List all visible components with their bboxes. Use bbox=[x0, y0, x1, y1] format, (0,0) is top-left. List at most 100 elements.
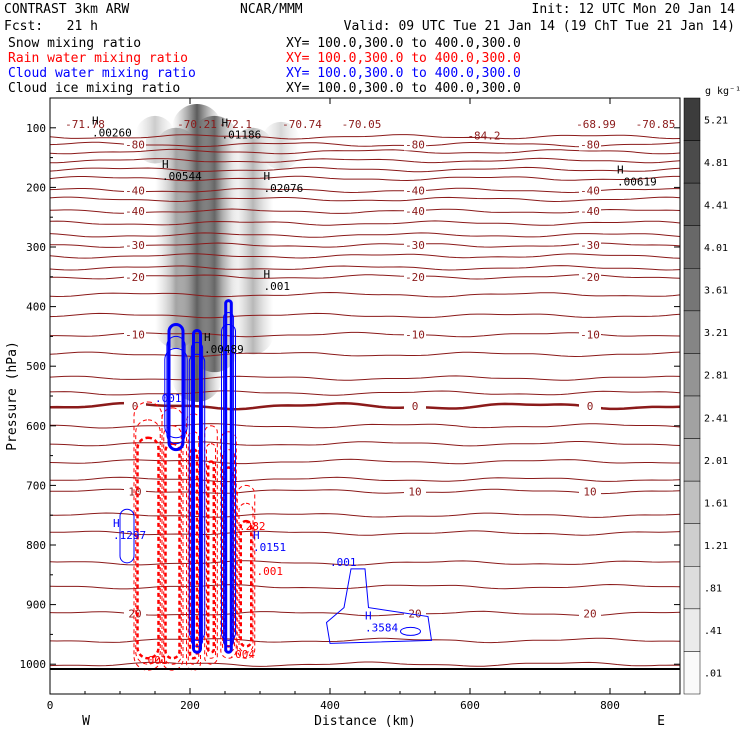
temperature-label: -20 bbox=[125, 271, 145, 284]
colorbar-cell bbox=[683, 97, 701, 141]
temperature-contour bbox=[50, 401, 680, 411]
temperature-contour bbox=[50, 208, 680, 214]
temperature-label-bg bbox=[124, 138, 146, 151]
x-tick-label: 0 bbox=[47, 699, 54, 712]
colorbar-label: 3.21 bbox=[704, 328, 728, 339]
temperature-contour bbox=[50, 637, 680, 644]
x-axis-title: Distance (km) bbox=[314, 714, 416, 729]
max-marker: H bbox=[264, 268, 271, 281]
temperature-label: -40 bbox=[405, 205, 425, 218]
y-tick-label: 500 bbox=[26, 360, 46, 373]
colorbar-cell bbox=[683, 523, 701, 567]
max-marker: H bbox=[253, 529, 260, 542]
colorbar-cell bbox=[683, 608, 701, 652]
colorbar-cell bbox=[683, 395, 701, 439]
temperature-label-bg bbox=[124, 485, 146, 498]
colorbar-unit: g kg⁻¹ bbox=[705, 86, 740, 97]
temperature-label: 0 bbox=[587, 400, 594, 413]
temperature-label-bg bbox=[579, 328, 601, 341]
y-tick-label: 700 bbox=[26, 479, 46, 492]
max-marker: H bbox=[204, 331, 211, 344]
temperature-label: -40 bbox=[405, 184, 425, 197]
rain-contour bbox=[136, 436, 160, 660]
rain-contour bbox=[135, 419, 161, 665]
colorbar-label: .41 bbox=[704, 626, 722, 637]
rain-contour bbox=[236, 484, 256, 659]
cloud-water-contour bbox=[167, 322, 185, 452]
temperature-contour bbox=[50, 476, 680, 483]
legend-snow-xy: XY= 100.0,300.0 to 400.0,300.0 bbox=[286, 36, 521, 51]
temperature-contour bbox=[50, 187, 680, 194]
snow-column bbox=[135, 115, 175, 164]
cloud-water-contour bbox=[188, 353, 206, 641]
colorbar-label: 2.81 bbox=[704, 371, 728, 382]
cloud-water-contour bbox=[164, 347, 188, 439]
valid-label: Valid: 09 UTC Tue 21 Jan 14 (19 ChT Tue … bbox=[344, 19, 735, 34]
rain-contour bbox=[238, 502, 254, 653]
temperature-contour bbox=[50, 488, 680, 495]
tropopause-value: -84.2 bbox=[467, 130, 500, 143]
colorbar-cell bbox=[683, 480, 701, 524]
colorbar-cell bbox=[683, 225, 701, 269]
temperature-contour bbox=[50, 458, 680, 465]
colorbar-label: .81 bbox=[704, 584, 722, 595]
temperature-contour bbox=[50, 375, 680, 381]
temperature-label-bg bbox=[404, 485, 426, 498]
temperature-label-bg bbox=[579, 205, 601, 218]
max-value-label: .0151 bbox=[253, 541, 286, 554]
max-value-label: .00619 bbox=[617, 176, 657, 189]
colorbar-cell bbox=[683, 140, 701, 184]
temperature-label-bg bbox=[404, 270, 426, 283]
x-tick-label: 800 bbox=[600, 699, 620, 712]
temperature-label: -30 bbox=[125, 239, 145, 252]
temperature-label: -10 bbox=[125, 329, 145, 342]
rain-contour bbox=[161, 407, 184, 671]
colorbar-cell bbox=[683, 182, 701, 226]
colorbar-label: 4.01 bbox=[704, 243, 728, 254]
tropopause-value: -68.99 bbox=[576, 118, 616, 131]
max-value-label: .001 bbox=[264, 280, 291, 293]
cloud-water-contour bbox=[119, 508, 135, 564]
colorbar-label: 2.41 bbox=[704, 413, 728, 424]
temperature-contour bbox=[50, 265, 680, 271]
temperature-label: -40 bbox=[125, 184, 145, 197]
temperature-label-bg bbox=[124, 328, 146, 341]
max-value-label: .01186 bbox=[222, 129, 262, 142]
temperature-label: -30 bbox=[580, 239, 600, 252]
max-value-label: .00260 bbox=[92, 127, 132, 140]
tropopause-value: -70.21 bbox=[177, 118, 217, 131]
temperature-label-bg bbox=[124, 607, 146, 620]
colorbar-label: 2.01 bbox=[704, 456, 728, 467]
model-label: CONTRAST 3km ARW bbox=[4, 2, 129, 17]
temperature-label-bg bbox=[404, 607, 426, 620]
temperature-contour bbox=[50, 583, 680, 590]
temperature-contour bbox=[50, 661, 680, 667]
max-value-label: .00489 bbox=[204, 343, 244, 356]
legend-cloudice-label: Cloud ice mixing ratio bbox=[8, 81, 180, 96]
colorbar-cell bbox=[683, 353, 701, 397]
cloud-water-contour bbox=[224, 299, 233, 654]
max-marker: H bbox=[264, 170, 271, 183]
legend-rain-xy: XY= 100.0,300.0 to 400.0,300.0 bbox=[286, 51, 521, 66]
temperature-contour bbox=[50, 512, 680, 518]
cloud-water-label: .001 bbox=[155, 392, 182, 405]
temperature-contour bbox=[50, 423, 680, 429]
temperature-label-bg bbox=[579, 184, 601, 197]
y-tick-label: 100 bbox=[26, 122, 46, 135]
tropopause-value: -70.85 bbox=[636, 118, 676, 131]
temperature-contour bbox=[50, 390, 680, 396]
y-tick-label: 600 bbox=[26, 420, 46, 433]
colorbar: 5.21 4.81 4.41 4.01 3.61 3.21 2.81 2.41 2.01 1.61… bbox=[683, 97, 728, 695]
y-tick-label: 900 bbox=[26, 599, 46, 612]
temperature-label-bg bbox=[124, 400, 146, 413]
colorbar-cell bbox=[683, 310, 701, 354]
cloud-water-contours bbox=[119, 299, 433, 654]
temperature-label-bg bbox=[404, 400, 426, 413]
colorbar-cell bbox=[683, 268, 701, 312]
temperature-label-bg bbox=[579, 485, 601, 498]
temperature-label-bg bbox=[579, 400, 601, 413]
max-marker: H bbox=[617, 164, 624, 177]
rain-contours bbox=[133, 401, 256, 671]
temperature-contour bbox=[50, 253, 680, 259]
